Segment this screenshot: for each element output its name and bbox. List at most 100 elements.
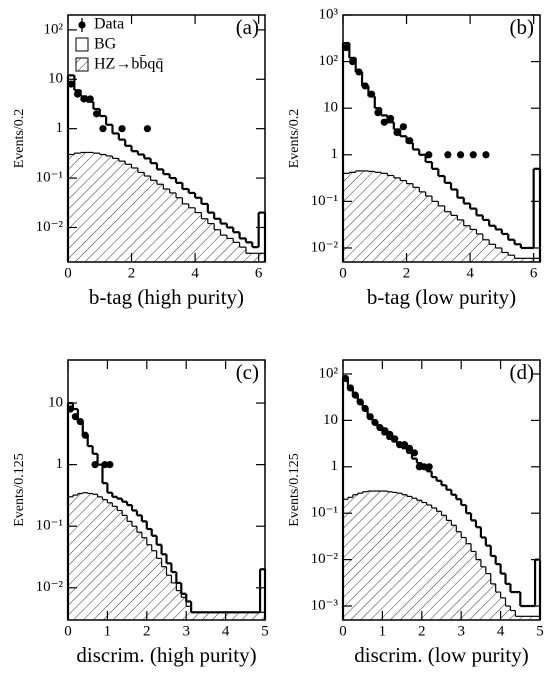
- signal-bin: [476, 233, 483, 262]
- signal-bin: [258, 253, 265, 262]
- signal-bin: [402, 494, 408, 620]
- signal-bin: [381, 173, 388, 262]
- data-point: [396, 441, 404, 449]
- signal-bin: [220, 235, 227, 262]
- x-tick-label: 4: [497, 623, 505, 639]
- signal-bin: [475, 559, 481, 620]
- data-point: [381, 427, 389, 435]
- signal-bin: [245, 612, 251, 620]
- signal-bin: [214, 229, 221, 262]
- signal-bin: [535, 616, 540, 620]
- signal-bin: [349, 172, 356, 262]
- signal-bin: [97, 496, 103, 620]
- signal-bin: [68, 154, 75, 262]
- signal-bin: [355, 170, 363, 262]
- panel-label: (a): [236, 15, 259, 39]
- x-tick-label: 1: [379, 623, 387, 639]
- data-point: [371, 418, 379, 427]
- x-axis-label: discrim. (high purity): [76, 643, 256, 667]
- data-point: [399, 123, 407, 131]
- signal-bin: [525, 616, 531, 620]
- data-point: [405, 444, 414, 452]
- signal-bin: [235, 612, 241, 620]
- data-point: [380, 118, 388, 126]
- signal-bin: [156, 558, 162, 620]
- data-point: [73, 90, 82, 98]
- signal-bin: [520, 616, 526, 620]
- signal-bin: [72, 495, 78, 620]
- signal-bin: [368, 171, 375, 262]
- x-tick-label: 1: [104, 623, 112, 639]
- y-tick-label: 10⁻³: [311, 597, 339, 613]
- x-tick-label: 0: [339, 623, 347, 639]
- signal-bin: [181, 597, 187, 620]
- signal-bin: [510, 610, 516, 620]
- x-axis-label: discrim. (low purity): [354, 643, 528, 667]
- x-tick-label: 2: [128, 265, 136, 281]
- plot-frame: [342, 14, 541, 263]
- signal-bin: [137, 172, 145, 262]
- signal-bin: [343, 173, 350, 262]
- signal-bin: [171, 582, 177, 620]
- panel-label: (b): [510, 15, 535, 39]
- signal-bin: [215, 612, 221, 620]
- signal-bin: [191, 612, 197, 620]
- data-point: [81, 431, 89, 439]
- signal-bin: [505, 606, 511, 620]
- signal-bin: [411, 498, 417, 620]
- data-point: [366, 413, 374, 421]
- data-point: [361, 82, 369, 90]
- legend-label: BG: [94, 36, 117, 53]
- y-tick-label: 10: [323, 412, 338, 428]
- signal-bin: [471, 551, 476, 620]
- x-axis-label: b-tag (low purity): [367, 285, 516, 309]
- signal-bin: [438, 205, 445, 262]
- signal-bin: [200, 612, 206, 620]
- data-point: [143, 125, 152, 133]
- signal-bin: [530, 616, 536, 620]
- signal-bin: [495, 592, 501, 620]
- y-tick-label: 10⁻¹: [36, 518, 63, 534]
- signal-bin: [99, 154, 107, 262]
- y-tick-label: 10⁻²: [36, 579, 64, 595]
- signal-bin: [195, 212, 202, 262]
- signal-bin: [392, 492, 398, 620]
- x-tick-label: 2: [143, 623, 151, 639]
- x-tick-label: 2: [418, 623, 426, 639]
- x-tick-label: 5: [261, 623, 269, 639]
- signal-bin: [87, 493, 93, 620]
- data-point: [118, 125, 126, 133]
- signal-bin: [412, 187, 420, 262]
- signal-bin: [188, 207, 196, 262]
- signal-bin: [230, 612, 236, 620]
- signal-bin: [150, 180, 157, 262]
- y-tick-label: 1: [331, 146, 339, 162]
- x-tick-label: 0: [64, 623, 72, 639]
- data-point: [425, 151, 433, 159]
- plot-frame: [67, 14, 266, 263]
- signal-bin: [141, 537, 147, 620]
- signal-bin: [425, 196, 432, 262]
- data-point: [415, 463, 423, 471]
- signal-bin: [131, 167, 138, 262]
- y-tick-label: 10²: [319, 53, 339, 69]
- data-point: [425, 463, 433, 471]
- data-point: [106, 461, 114, 469]
- x-tick-label: 4: [222, 623, 230, 639]
- y-tick-label: 1: [56, 120, 64, 136]
- data-point: [391, 435, 399, 443]
- signal-bin: [456, 531, 462, 620]
- data-point: [356, 398, 364, 406]
- signal-bin: [80, 152, 88, 262]
- signal-bin: [457, 219, 464, 262]
- signal-bin: [463, 225, 471, 262]
- y-tick-label: 1: [56, 456, 64, 472]
- data-point: [374, 109, 382, 117]
- x-tick-label: 3: [182, 623, 190, 639]
- data-point: [406, 137, 414, 145]
- panel-label: (d): [510, 360, 535, 384]
- y-tick-label: 10³: [319, 6, 339, 22]
- signal-bin: [421, 502, 427, 620]
- data-point: [351, 391, 359, 399]
